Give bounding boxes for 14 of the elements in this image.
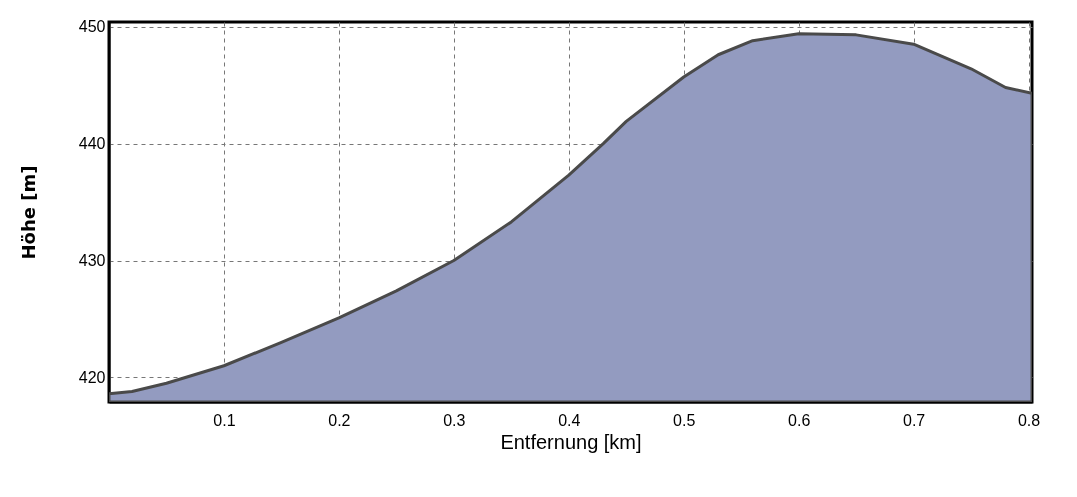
- y-tick-label: 440: [78, 135, 106, 153]
- x-tick-label: 0.2: [328, 411, 351, 429]
- x-tick-label: 0.3: [443, 411, 466, 429]
- x-tick-label: 0.6: [788, 411, 811, 429]
- x-tick-label: 0.8: [1017, 411, 1041, 429]
- x-tick-label: 0.4: [558, 411, 581, 429]
- x-axis-title: Entfernung [km]: [500, 430, 642, 453]
- y-tick-label: 420: [78, 368, 106, 386]
- y-tick-label: 450: [78, 18, 106, 36]
- y-axis-title: Höhe [m]: [17, 165, 39, 260]
- x-tick-label: 0.7: [902, 411, 926, 429]
- x-tick-label: 0.5: [673, 411, 696, 429]
- y-tick-label: 430: [78, 252, 106, 270]
- x-tick-label: 0.1: [213, 411, 236, 429]
